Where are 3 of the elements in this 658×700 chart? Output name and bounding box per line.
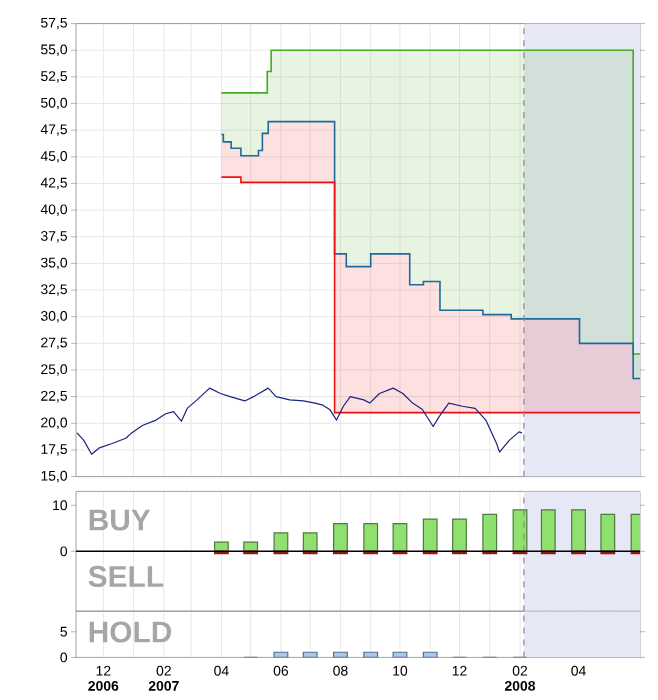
text: HOLD bbox=[89, 621, 172, 643]
series-label: SELL bbox=[88, 565, 164, 588]
text: BUY bbox=[89, 509, 151, 531]
